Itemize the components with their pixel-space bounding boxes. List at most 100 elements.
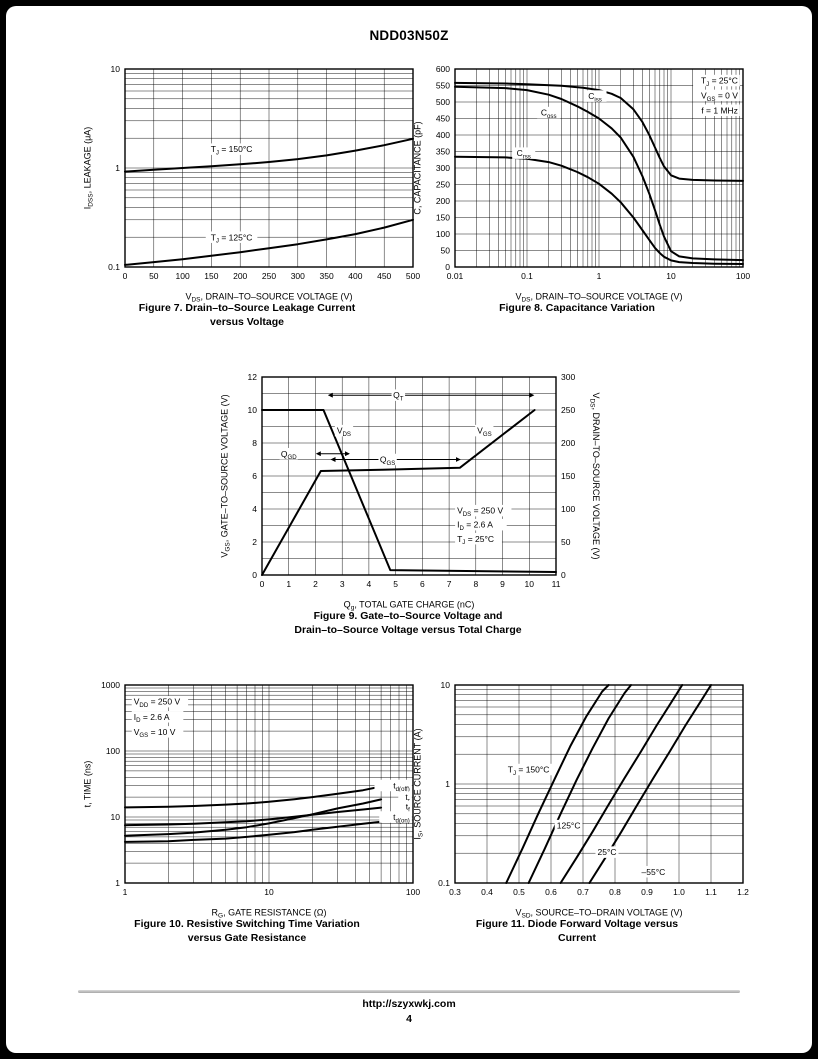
svg-text:250: 250: [436, 180, 450, 190]
figure8-caption: Figure 8. Capacitance Variation: [499, 302, 655, 314]
figure-9: 0 1 2 3 4 5 6 7 8 9 10 11 0 2 4 6 8 10 12 Qg, TOTAL GATE CH…: [208, 367, 608, 638]
svg-text:0.1: 0.1: [438, 878, 450, 888]
datasheet-page: NDD03N50Z 0 50 100 150 200 250 300 350 400 450 500…: [6, 6, 812, 1053]
figure7-leakage-current-chart: 0 50 100 150 200 250 300 350 400 450 500 0.1 1 10 VDS,…: [71, 59, 423, 311]
svg-text:RG, GATE RESISTANCE (Ω): RG, GATE RESISTANCE (Ω): [212, 907, 327, 919]
svg-text:Qg, TOTAL GATE CHARGE (nC): Qg, TOTAL GATE CHARGE (nC): [344, 599, 475, 611]
svg-text:VDS = 250 V: VDS = 250 V: [457, 506, 503, 518]
svg-text:TJ = 25°C: TJ = 25°C: [457, 534, 494, 546]
svg-text:9: 9: [500, 579, 505, 589]
svg-text:0.6: 0.6: [545, 887, 557, 897]
svg-text:1.1: 1.1: [705, 887, 717, 897]
figure8-capacitance-chart: 0.01 0.1 1 10 100 0 50 100 150 200 250 300 350 400 450…: [401, 59, 753, 311]
svg-text:200: 200: [233, 271, 247, 281]
svg-text:IDSS, LEAKAGE (μA): IDSS, LEAKAGE (μA): [82, 127, 94, 210]
svg-text:TJ = 125°C: TJ = 125°C: [211, 232, 253, 244]
svg-text:150: 150: [436, 213, 450, 223]
svg-text:350: 350: [320, 271, 334, 281]
svg-text:550: 550: [436, 81, 450, 91]
svg-text:6: 6: [252, 471, 257, 481]
svg-text:3: 3: [340, 579, 345, 589]
svg-text:100: 100: [561, 504, 575, 514]
svg-text:1: 1: [115, 163, 120, 173]
svg-text:100: 100: [406, 887, 420, 897]
svg-text:8: 8: [473, 579, 478, 589]
svg-text:0.1: 0.1: [521, 271, 533, 281]
svg-text:300: 300: [291, 271, 305, 281]
svg-text:VSD, SOURCE–TO–DRAIN VOLTAGE (: VSD, SOURCE–TO–DRAIN VOLTAGE (V): [515, 907, 682, 919]
svg-text:150: 150: [561, 471, 575, 481]
svg-text:50: 50: [441, 246, 451, 256]
svg-text:td(on): td(on): [393, 812, 410, 824]
svg-text:500: 500: [436, 97, 450, 107]
svg-text:300: 300: [561, 372, 575, 382]
svg-text:500: 500: [406, 271, 420, 281]
svg-text:10: 10: [441, 680, 451, 690]
svg-text:1: 1: [123, 887, 128, 897]
svg-text:0.9: 0.9: [641, 887, 653, 897]
svg-text:7: 7: [447, 579, 452, 589]
figure-7-svg: 0 50 100 150 200 250 300 350 400 450 500 0.1 1 10 VDS,…: [82, 64, 420, 303]
svg-text:–55°C: –55°C: [642, 867, 666, 877]
svg-text:10: 10: [111, 64, 121, 74]
svg-text:25°C: 25°C: [598, 847, 617, 857]
svg-text:1: 1: [115, 878, 120, 888]
svg-text:TJ = 150°C: TJ = 150°C: [211, 144, 253, 156]
svg-text:QGD: QGD: [281, 449, 297, 461]
svg-text:150: 150: [204, 271, 218, 281]
svg-text:10: 10: [264, 887, 274, 897]
svg-text:VDS: VDS: [337, 426, 351, 438]
figure-11-svg: 0.3 0.4 0.5 0.6 0.7 0.8 0.9 1.0 1.1 1.2 0.1 1 10 VSD,…: [412, 680, 749, 919]
svg-text:0.4: 0.4: [481, 887, 493, 897]
svg-text:4: 4: [367, 579, 372, 589]
figure-7: 0 50 100 150 200 250 300 350 400 450 500 0.1 1 10 VDS,…: [71, 59, 423, 330]
svg-text:125°C: 125°C: [557, 821, 581, 831]
svg-text:10: 10: [525, 579, 535, 589]
svg-text:300: 300: [436, 163, 450, 173]
svg-text:100: 100: [106, 746, 120, 756]
svg-text:6: 6: [420, 579, 425, 589]
svg-text:0: 0: [252, 570, 257, 580]
figure9-gate-charge-chart: 0 1 2 3 4 5 6 7 8 9 10 11 0 2 4 6 8 10 12 Qg, TOTAL GATE CH…: [208, 367, 608, 619]
svg-text:12: 12: [248, 372, 258, 382]
svg-text:f = 1 MHz: f = 1 MHz: [701, 105, 738, 115]
page-number: 4: [406, 1013, 412, 1025]
svg-text:5: 5: [393, 579, 398, 589]
svg-text:200: 200: [561, 438, 575, 448]
svg-text:td(off): td(off): [393, 781, 410, 793]
svg-text:450: 450: [436, 114, 450, 124]
svg-text:10: 10: [666, 271, 676, 281]
figure-8: 0.01 0.1 1 10 100 0 50 100 150 200 250 300 350 400 450…: [401, 59, 753, 316]
svg-text:8: 8: [252, 438, 257, 448]
svg-text:ID = 2.6 A: ID = 2.6 A: [457, 520, 493, 532]
svg-text:0: 0: [123, 271, 128, 281]
svg-text:0.7: 0.7: [577, 887, 589, 897]
svg-text:100: 100: [176, 271, 190, 281]
svg-text:50: 50: [149, 271, 159, 281]
svg-text:ID = 2.6 A: ID = 2.6 A: [134, 712, 170, 724]
svg-text:1.2: 1.2: [737, 887, 749, 897]
svg-text:C, CAPACITANCE (pF): C, CAPACITANCE (pF): [412, 121, 422, 214]
figure11-diode-forward-chart: 0.3 0.4 0.5 0.6 0.7 0.8 0.9 1.0 1.1 1.2 0.1 1 10 VSD,…: [401, 675, 753, 927]
svg-text:1.0: 1.0: [673, 887, 685, 897]
svg-text:4: 4: [252, 504, 257, 514]
svg-text:0: 0: [260, 579, 265, 589]
svg-text:0.3: 0.3: [449, 887, 461, 897]
figure-10-svg: 1 10 100 1 10 100 1000 RG, GATE RESISTANCE (Ω) t…: [82, 680, 420, 919]
svg-text:2: 2: [313, 579, 318, 589]
svg-text:0: 0: [445, 262, 450, 272]
svg-text:VGS = 0 V: VGS = 0 V: [701, 90, 738, 102]
svg-text:QGS: QGS: [380, 455, 395, 467]
svg-text:2: 2: [252, 537, 257, 547]
svg-text:VGS, GATE–TO–SOURCE VOLTAGE (V: VGS, GATE–TO–SOURCE VOLTAGE (V): [219, 394, 231, 557]
svg-text:Crss: Crss: [517, 148, 531, 160]
figure-11: 0.3 0.4 0.5 0.6 0.7 0.8 0.9 1.0 1.1 1.2 0.1 1 10 VSD,…: [401, 675, 753, 946]
svg-text:VDS, DRAIN–TO–SOURCE VOLTAGE (: VDS, DRAIN–TO–SOURCE VOLTAGE (V): [185, 291, 352, 303]
figure11-caption: Figure 11. Diode Forward Voltage versus …: [475, 918, 679, 944]
svg-text:VDS, DRAIN–TO–SOURCE VOLTAGE (: VDS, DRAIN–TO–SOURCE VOLTAGE (V): [515, 291, 682, 303]
svg-text:10: 10: [111, 812, 121, 822]
svg-text:1000: 1000: [101, 680, 120, 690]
svg-text:Ciss: Ciss: [588, 91, 602, 103]
